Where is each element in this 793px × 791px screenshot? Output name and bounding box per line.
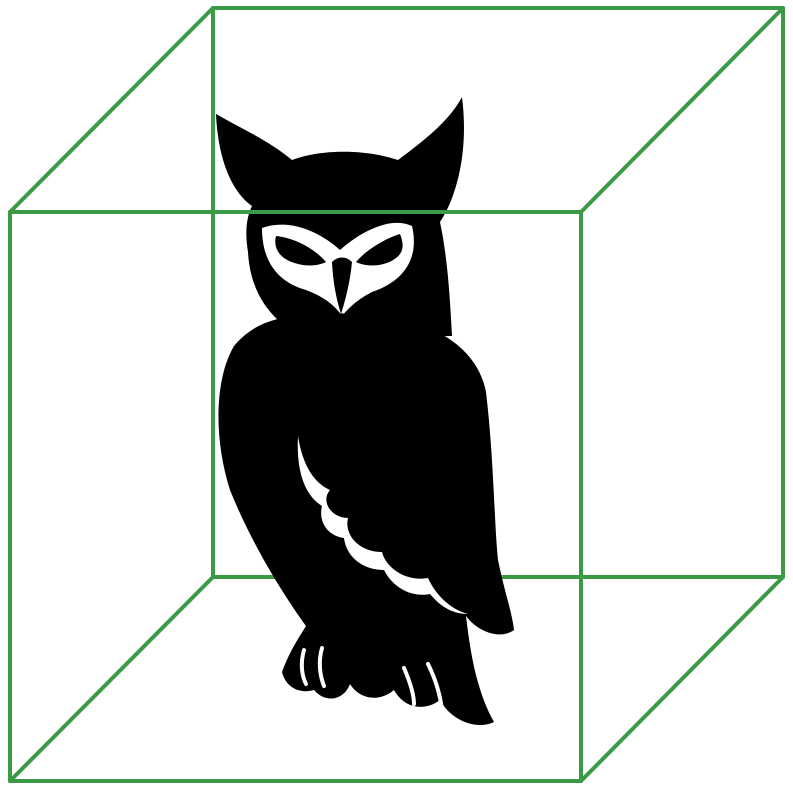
owl-silhouette	[216, 97, 514, 726]
owl-talon-4	[426, 662, 444, 712]
owl-talon-3	[402, 666, 416, 706]
owl-body	[218, 313, 514, 726]
cube-edge-bottom-right	[579, 575, 785, 783]
owl-wing-feather-highlight	[297, 436, 468, 614]
cube-front-edges	[8, 210, 583, 783]
cube-edge-top-left	[8, 6, 215, 214]
cube-edge-bottom-left	[8, 575, 215, 783]
owl-beak	[332, 257, 352, 314]
cube-back-edges	[8, 6, 785, 783]
owl-talon-2	[317, 646, 326, 688]
owl-right-eye	[356, 234, 403, 266]
owl-talons	[299, 646, 444, 712]
owl-head	[216, 97, 464, 336]
owl-talon-1	[299, 648, 308, 686]
cube-edge-top-right	[579, 6, 785, 214]
owl-left-eye	[275, 236, 326, 266]
cube-front-face	[8, 210, 583, 783]
